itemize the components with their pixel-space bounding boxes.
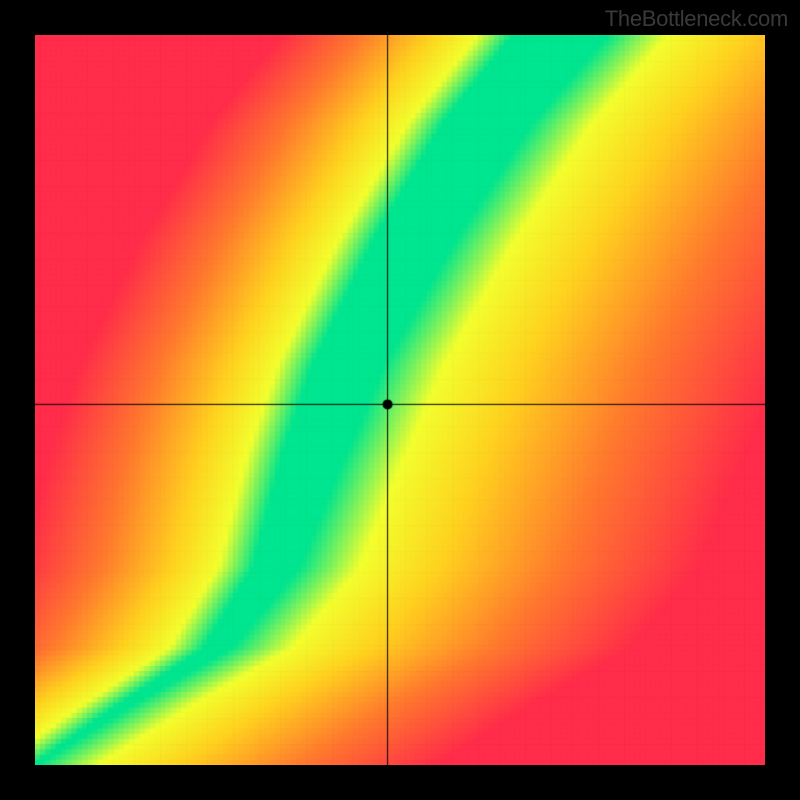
attribution-text: TheBottleneck.com — [605, 6, 788, 32]
heatmap-canvas — [35, 35, 765, 765]
bottleneck-heatmap — [35, 35, 765, 765]
